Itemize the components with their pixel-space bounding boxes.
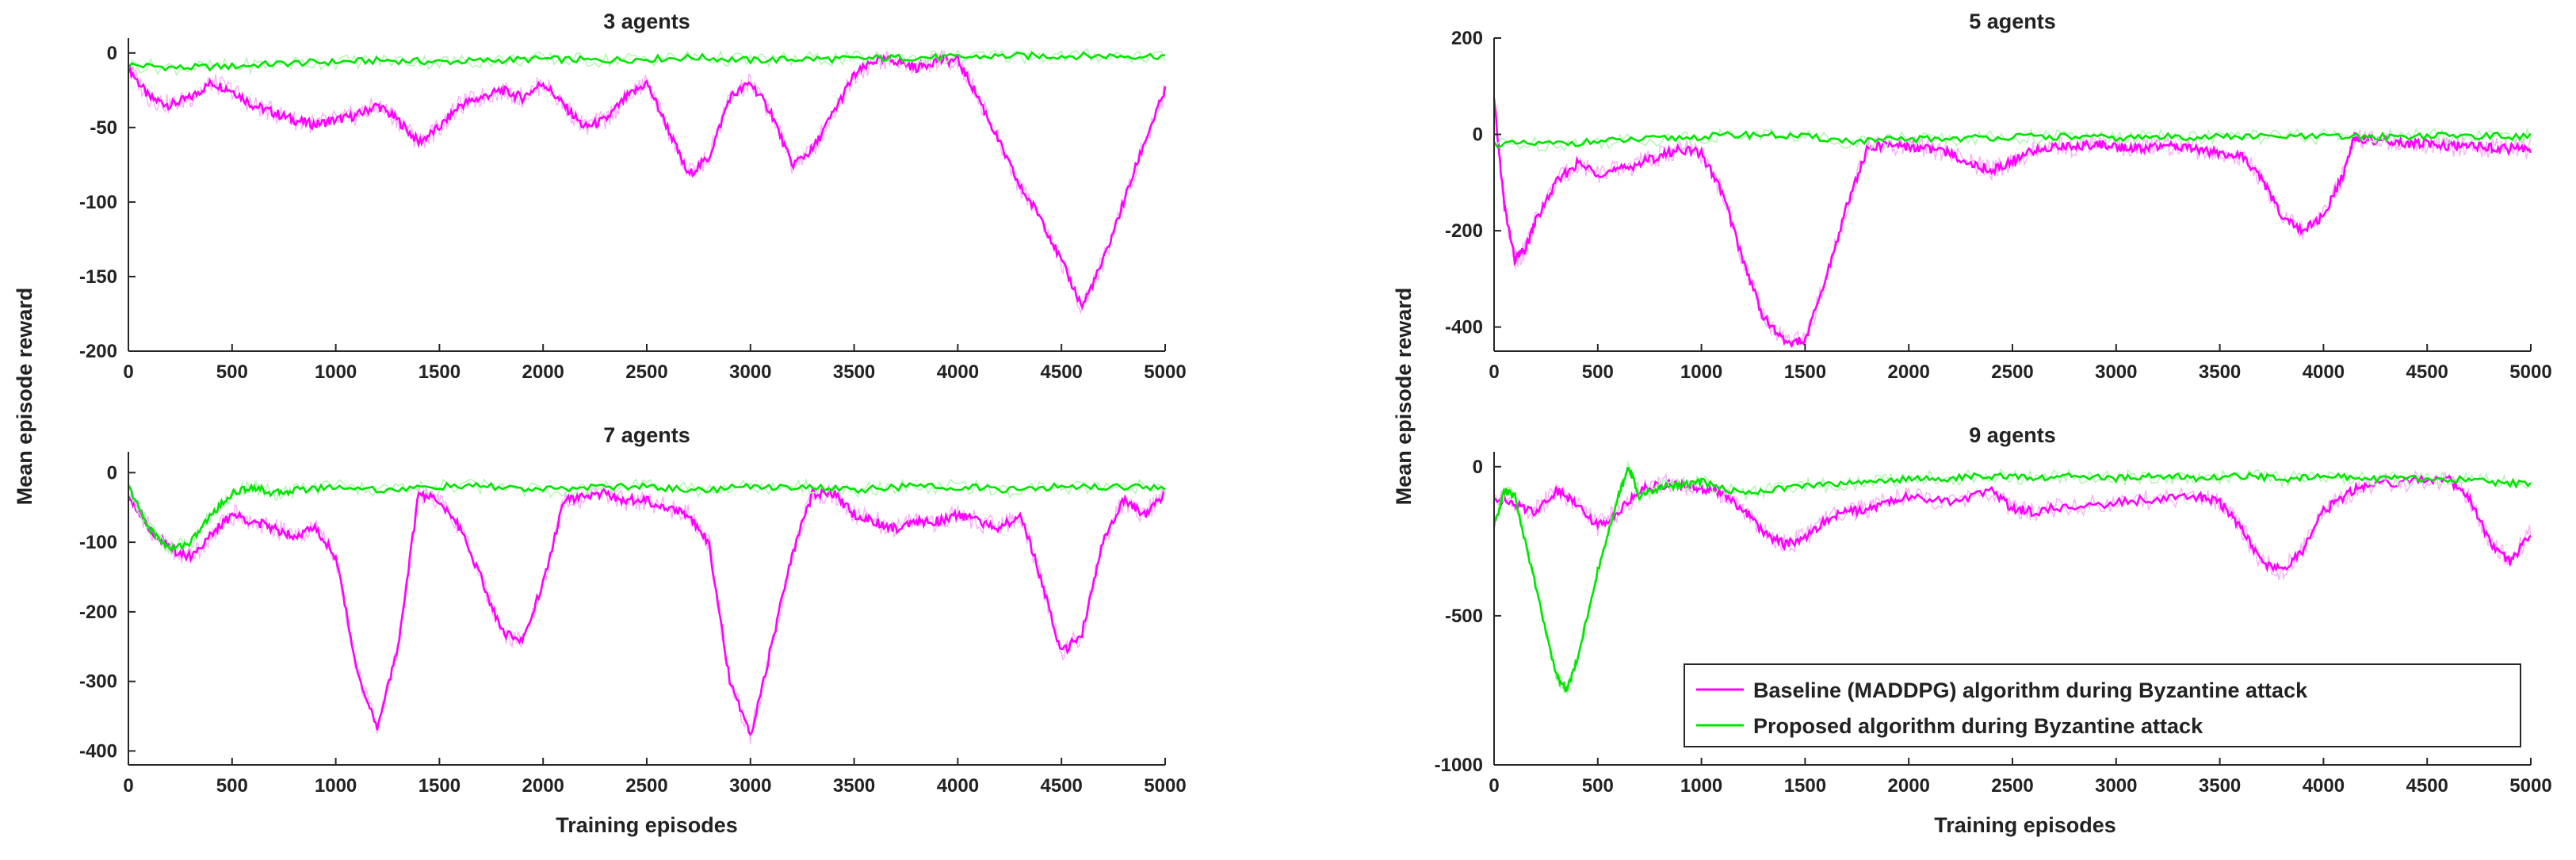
x-tick-label: 4500 <box>2406 361 2448 383</box>
x-tick-label: 4000 <box>937 775 979 797</box>
x-tick-label: 1000 <box>315 775 357 797</box>
x-tick-label: 3000 <box>729 775 771 797</box>
y-tick-label: -150 <box>79 266 117 288</box>
x-tick-label: 4000 <box>2303 775 2345 797</box>
x-tick-label: 1500 <box>419 775 461 797</box>
x-tick-label: 4500 <box>1041 775 1083 797</box>
y-tick-label: -200 <box>1445 220 1483 242</box>
legend: Baseline (MADDPG) algorithm during Byzan… <box>1684 663 2521 747</box>
series-line-baseline <box>127 53 1167 311</box>
series-noise-baseline <box>128 484 1166 744</box>
chart-title: 9 agents <box>1969 423 2056 447</box>
series-noise-baseline <box>1493 104 2532 348</box>
chart-title: 3 agents <box>603 10 690 33</box>
legend-box <box>1684 663 2521 747</box>
x-tick-label: 3000 <box>2095 775 2137 797</box>
y-tick-label: -200 <box>79 602 117 623</box>
x-tick-label: 500 <box>1582 775 1614 797</box>
x-tick-label: 0 <box>1489 361 1499 383</box>
x-tick-label: 3500 <box>833 775 875 797</box>
chart-title: 5 agents <box>1969 10 2056 33</box>
x-tick-label: 3500 <box>833 361 875 383</box>
series-line-proposed <box>1492 130 2532 149</box>
x-tick-label: 4500 <box>1041 361 1083 383</box>
y-tick-label: 0 <box>1473 457 1483 478</box>
x-tick-label: 3500 <box>2199 775 2241 797</box>
x-tick-label: 0 <box>123 775 133 797</box>
y-tick-label: -500 <box>1445 606 1483 627</box>
x-tick-label: 1500 <box>1784 361 1826 383</box>
y-tick-label: -100 <box>79 192 117 213</box>
y-tick-label: 0 <box>107 462 117 484</box>
legend-label-proposed: Proposed algorithm during Byzantine atta… <box>1753 714 2203 738</box>
y-axis-label-left: Mean episode reward <box>13 288 36 506</box>
y-tick-label: -1000 <box>1435 755 1483 776</box>
series-line-baseline <box>127 487 1166 736</box>
y-axis-label-right: Mean episode reward <box>1392 288 1416 506</box>
x-tick-label: 500 <box>216 775 248 797</box>
x-tick-label: 500 <box>1582 361 1614 383</box>
y-tick-label: -300 <box>79 671 117 693</box>
x-tick-label: 1000 <box>315 361 357 383</box>
x-tick-label: 0 <box>1489 775 1499 797</box>
x-tick-label: 2500 <box>1991 775 2033 797</box>
series-line-proposed <box>1492 466 2532 693</box>
x-tick-label: 4000 <box>937 361 979 383</box>
x-tick-label: 2000 <box>1888 361 1930 383</box>
y-tick-label: 0 <box>1473 124 1483 146</box>
x-tick-label: 5000 <box>1144 361 1186 383</box>
panel-7-agents: 7 agents 0 500 1000 1500 2000 2500 3000 3500 4000… <box>79 423 1187 797</box>
y-tick-label: -400 <box>79 740 117 762</box>
x-tick-label: 5000 <box>1144 775 1186 797</box>
series-noise-baseline <box>128 48 1166 315</box>
y-tick-label: -50 <box>90 117 117 139</box>
x-tick-label: 3000 <box>729 361 771 383</box>
y-tick-label: 0 <box>107 43 117 64</box>
x-tick-label: 5000 <box>2509 361 2551 383</box>
x-tick-label: 0 <box>123 361 133 383</box>
x-tick-label: 4500 <box>2406 775 2448 797</box>
x-tick-label: 2500 <box>625 361 667 383</box>
panel-9-agents: 9 agents 0 500 1000 1500 2000 2500 3000 3500 4000… <box>1435 423 2552 797</box>
series-line-proposed <box>127 481 1166 552</box>
x-tick-label: 2000 <box>1888 775 1930 797</box>
series-line-baseline <box>1492 98 2532 349</box>
series-noise-proposed <box>1493 461 2532 695</box>
x-axis-label-left: Training episodes <box>556 813 738 837</box>
y-tick-label: 200 <box>1451 28 1483 49</box>
chart-title: 7 agents <box>603 423 690 447</box>
x-tick-label: 2500 <box>625 775 667 797</box>
x-tick-label: 3000 <box>2095 361 2137 383</box>
x-axis-label-right: Training episodes <box>1934 813 2116 837</box>
panel-3-agents: 3 agents 0 500 1000 1500 2000 2500 3000 3500 4000… <box>79 10 1187 383</box>
y-tick-label: -400 <box>1445 317 1483 338</box>
x-tick-label: 1000 <box>1680 361 1722 383</box>
x-tick-label: 2000 <box>522 775 564 797</box>
x-tick-label: 5000 <box>2509 775 2551 797</box>
x-tick-label: 1500 <box>419 361 461 383</box>
legend-label-baseline: Baseline (MADDPG) algorithm during Byzan… <box>1753 678 2308 702</box>
y-tick-label: -100 <box>79 532 117 553</box>
series-line-proposed <box>128 51 1166 72</box>
x-tick-label: 1000 <box>1680 775 1722 797</box>
x-tick-label: 2500 <box>1991 361 2033 383</box>
x-tick-label: 2000 <box>522 361 564 383</box>
x-tick-label: 3500 <box>2199 361 2241 383</box>
y-tick-label: -200 <box>79 341 117 362</box>
x-tick-label: 4000 <box>2303 361 2345 383</box>
x-tick-label: 1500 <box>1784 775 1826 797</box>
x-tick-label: 500 <box>216 361 248 383</box>
